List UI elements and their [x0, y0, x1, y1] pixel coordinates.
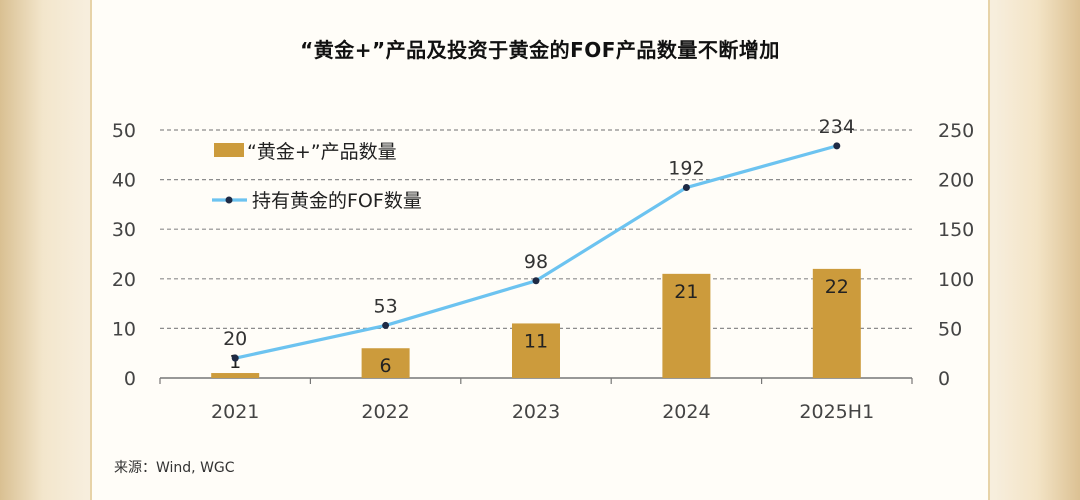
line-point — [833, 142, 841, 150]
y-left-tick-label: 30 — [112, 219, 136, 241]
bar — [812, 268, 861, 378]
x-tick-label: 2022 — [361, 401, 409, 423]
line-data-label: 234 — [819, 116, 855, 138]
x-tick-label: 2024 — [662, 401, 710, 423]
chart-title: “黄金+”产品及投资于黄金的FOF产品数量不断增加 — [300, 38, 780, 62]
y-left-tick-label: 0 — [124, 368, 136, 390]
bar — [361, 348, 410, 378]
line-data-label: 53 — [374, 295, 398, 317]
line-data-label: 192 — [668, 158, 704, 180]
y-right-tick-label: 250 — [938, 120, 974, 142]
bar — [211, 373, 260, 378]
bar-data-label: 22 — [825, 276, 849, 298]
x-tick-label: 2021 — [211, 401, 259, 423]
y-right-tick-label: 50 — [938, 318, 962, 340]
line-data-label: 20 — [223, 328, 247, 350]
line-point — [231, 354, 239, 362]
legend-swatch-bar — [214, 143, 244, 157]
bar-data-label: 21 — [674, 281, 698, 303]
x-tick-label: 2025H1 — [799, 401, 874, 423]
y-right-tick-label: 150 — [938, 219, 974, 241]
line-point — [382, 321, 390, 329]
bar — [662, 273, 711, 378]
grid-lines — [160, 129, 912, 329]
y-right-tick-label: 100 — [938, 269, 974, 291]
legend-label-bar: “黄金+”产品数量 — [247, 141, 397, 163]
bar-data-label: 11 — [524, 330, 548, 352]
y-right-tick-label: 200 — [938, 170, 974, 192]
source-note: 来源：Wind, WGC — [114, 460, 235, 476]
bar — [512, 323, 560, 378]
y-left-tick-label: 40 — [112, 170, 136, 192]
chart-card: “黄金+”产品及投资于黄金的FOF产品数量不断增加 0 10 20 30 40 50 0 50… — [90, 0, 990, 500]
y-right-tick-label: 0 — [938, 368, 950, 390]
legend-swatch-point — [225, 196, 233, 204]
y-left-tick-label: 10 — [112, 318, 136, 340]
line-series: 20 53 98 192 234 — [223, 116, 855, 362]
y-left-tick-label: 50 — [112, 120, 136, 142]
line-point — [532, 277, 540, 285]
bar-series: 1 6 11 21 22 — [211, 268, 861, 378]
x-tick-label: 2023 — [512, 401, 560, 423]
bar-data-label: 6 — [380, 355, 392, 377]
legend-label-line: 持有黄金的FOF数量 — [252, 190, 422, 212]
y-left-tick-label: 20 — [112, 269, 136, 291]
bar-data-label: 1 — [229, 351, 241, 373]
line-point — [682, 184, 690, 192]
line-data-label: 98 — [524, 251, 548, 273]
